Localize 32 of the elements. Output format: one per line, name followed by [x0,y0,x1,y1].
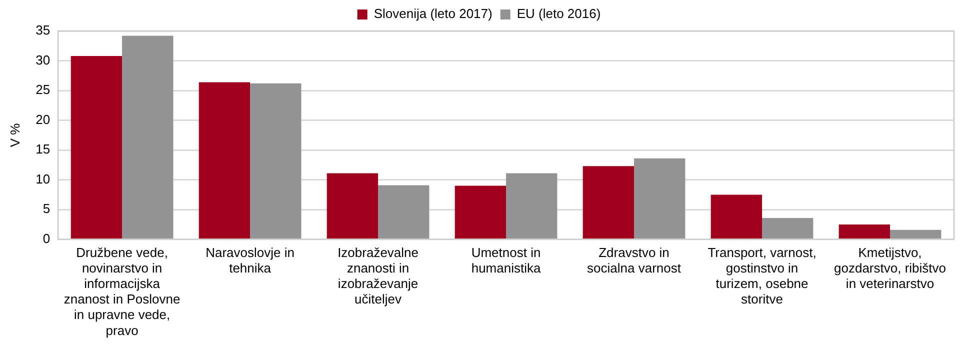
y-tick-label: 35 [36,22,50,38]
x-tick-label: Zdravstvo in socialna varnost [587,244,682,276]
legend-label: Slovenija (leto 2017) [374,6,492,22]
y-tick-label: 5 [42,201,50,216]
bar [634,158,686,239]
y-tick-label: 0 [42,230,50,246]
bar [890,230,942,239]
bar [378,185,430,239]
y-tick-label: 30 [36,52,50,68]
bar [70,56,122,239]
x-tick-label: Transport, varnost, gostinstvo in turizem, osebne storitve [708,244,816,307]
bar [250,83,302,239]
bar [198,82,250,239]
x-tick-label: Izobraževalne znanosti in izobraževanje učiteljev [338,244,419,307]
y-tick-label: 15 [36,142,50,157]
y-tick-label: 20 [36,112,50,127]
bar [710,194,762,239]
bar [762,218,814,239]
y-axis-title: V % [7,122,22,148]
x-tick-label: Naravoslovje in tehnika [206,244,294,276]
y-tick-label: 25 [36,82,50,98]
bar [454,186,506,239]
x-tick-label: Družbene vede, novinarstvo in informacijska znanost in Poslovne in upravne vede, pravo [64,244,180,338]
bar [838,224,890,239]
x-tick-label: Kmetijstvo, gozdarstvo, ribištvo in veterinarstvo [834,244,946,291]
bar [582,166,634,239]
x-tick-label: Umetnost in humanistika [471,244,542,276]
legend-label: EU (leto 2016) [516,6,601,22]
bar [506,173,558,239]
bar [122,36,174,239]
bar [326,173,378,239]
y-tick-label: 10 [36,171,50,186]
